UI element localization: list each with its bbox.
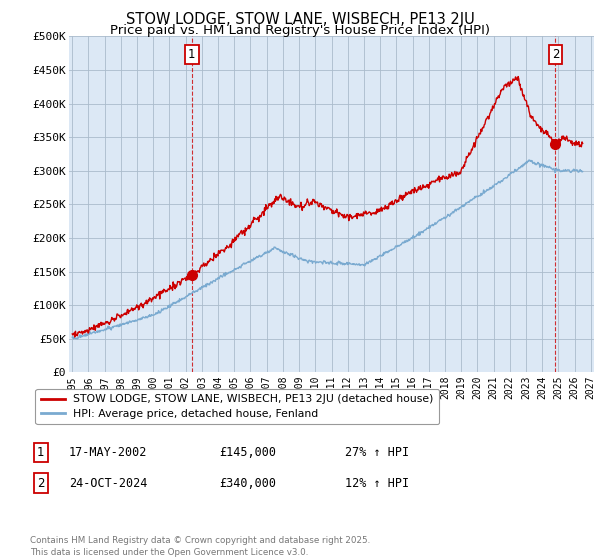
Text: 1: 1	[37, 446, 44, 459]
Text: 12% ↑ HPI: 12% ↑ HPI	[345, 477, 409, 490]
Text: £340,000: £340,000	[219, 477, 276, 490]
Text: 1: 1	[188, 48, 196, 62]
Text: 2: 2	[551, 48, 559, 62]
Text: 24-OCT-2024: 24-OCT-2024	[69, 477, 148, 490]
Text: 27% ↑ HPI: 27% ↑ HPI	[345, 446, 409, 459]
Text: STOW LODGE, STOW LANE, WISBECH, PE13 2JU: STOW LODGE, STOW LANE, WISBECH, PE13 2JU	[125, 12, 475, 27]
Text: £145,000: £145,000	[219, 446, 276, 459]
Text: Contains HM Land Registry data © Crown copyright and database right 2025.
This d: Contains HM Land Registry data © Crown c…	[30, 536, 370, 557]
Text: Price paid vs. HM Land Registry's House Price Index (HPI): Price paid vs. HM Land Registry's House …	[110, 24, 490, 36]
Text: 2: 2	[37, 477, 44, 490]
Text: 17-MAY-2002: 17-MAY-2002	[69, 446, 148, 459]
Legend: STOW LODGE, STOW LANE, WISBECH, PE13 2JU (detached house), HPI: Average price, d: STOW LODGE, STOW LANE, WISBECH, PE13 2JU…	[35, 389, 439, 424]
